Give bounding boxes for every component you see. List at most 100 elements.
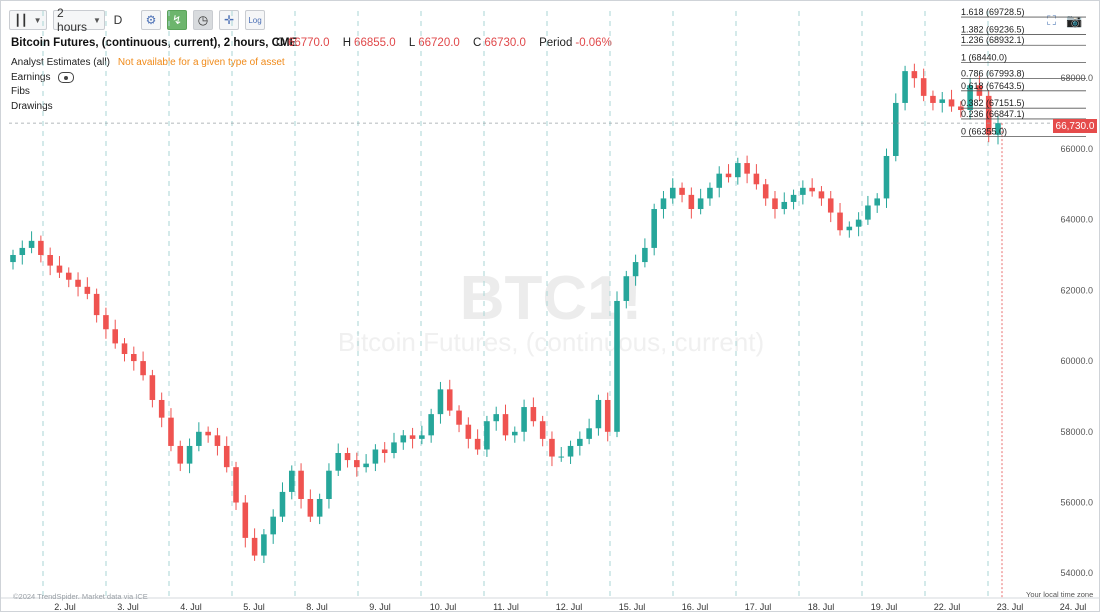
camera-icon[interactable]: 📷 [1066, 13, 1083, 28]
candle-body [930, 95, 936, 103]
x-tick-label: 16. Jul [682, 602, 709, 612]
candle-body [65, 272, 72, 280]
high-value: 66855.0 [354, 37, 396, 49]
candle-body [103, 315, 109, 330]
candle-body [372, 449, 379, 464]
candle-body [484, 421, 490, 450]
candle-body [56, 265, 63, 273]
last-price-tag: 66,730.0 [1053, 119, 1097, 133]
candle-body [995, 123, 1001, 135]
candle-body [437, 389, 444, 415]
candle-body [47, 254, 53, 266]
candle-body [168, 417, 174, 446]
x-tick-label: 3. Jul [117, 602, 139, 612]
candle-body [985, 95, 992, 135]
open-label: O [276, 37, 285, 49]
candle-body [391, 442, 397, 454]
candle-body [196, 431, 202, 446]
log-scale-button[interactable]: Log [245, 10, 265, 30]
candle-body [493, 414, 499, 422]
analyst-estimates-row[interactable]: Analyst Estimates (all) Not available fo… [11, 56, 285, 71]
fib-label: 0.236 (66847.1) [961, 109, 1025, 119]
candle-body [586, 428, 592, 439]
x-tick-label: 4. Jul [180, 602, 202, 612]
interval-dropdown[interactable]: 2 hours ▼ [53, 6, 105, 34]
candle-body [855, 219, 862, 227]
timezone-label[interactable]: Your local time zone [1026, 590, 1094, 599]
candle-body [38, 240, 44, 255]
time-button[interactable]: ◷ [193, 10, 213, 30]
candle-body [577, 438, 583, 446]
candle-body [428, 414, 434, 436]
watermark-symbol: BTC1! [460, 264, 643, 333]
candle-body [502, 414, 509, 436]
candle-body [697, 198, 704, 210]
period-label: Period [539, 37, 573, 49]
candle-body [865, 205, 871, 220]
candle-body [549, 438, 555, 457]
candle-body [790, 194, 797, 202]
x-tick-label: 22. Jul [934, 602, 961, 612]
candle-body [419, 435, 425, 439]
candle-body [781, 201, 788, 210]
high-label: H [342, 37, 352, 49]
x-tick-label: 24. Jul [1060, 602, 1087, 612]
close-value: 66730.0 [484, 37, 526, 49]
chart-type-dropdown[interactable]: ┃┃ ▼ [9, 10, 47, 30]
candle-body [595, 399, 602, 429]
candle-body [354, 460, 360, 468]
watermark-name: Bitcoin Futures, (continuous, current) [338, 327, 764, 357]
interval-label: 2 hours [57, 6, 88, 34]
candle-body [288, 470, 295, 492]
candle-body [642, 247, 648, 263]
analyst-note: Not available for a given type of asset [117, 57, 285, 68]
candle-body [75, 279, 81, 287]
period-value: -0.06% [575, 37, 612, 49]
candle-body [735, 163, 741, 178]
fibs-label: Fibs [11, 86, 30, 97]
candle-body [112, 329, 119, 344]
fullscreen-icon[interactable]: ⛶ [1047, 13, 1057, 28]
fib-label: 1 (68440.0) [961, 53, 1007, 63]
candle-body [725, 173, 732, 178]
eye-icon[interactable] [58, 72, 75, 84]
candle-body [28, 240, 35, 248]
earnings-row[interactable]: Earnings [11, 71, 285, 86]
candle-body [131, 354, 137, 362]
candle-body [567, 445, 574, 457]
chevron-down-icon: ▼ [33, 15, 42, 25]
candle-body [688, 194, 695, 210]
settings-button[interactable]: ⚙ [141, 10, 161, 30]
crosshair-button[interactable]: ✛ [219, 10, 239, 30]
auto-trendline-button[interactable]: ↯ [167, 10, 187, 30]
x-tick-label: 2. Jul [54, 602, 76, 612]
candle-body [177, 445, 184, 464]
candle-body [660, 198, 667, 210]
candle-body [762, 184, 769, 199]
candle-body [93, 293, 100, 316]
candle-body [800, 187, 806, 195]
candle-body [558, 456, 565, 458]
trend-lines-icon: ↯ [171, 13, 183, 27]
candle-body [911, 71, 918, 79]
x-tick-label: 23. Jul [997, 602, 1024, 612]
low-label: L [408, 37, 416, 49]
drawings-row[interactable]: Drawings [11, 100, 285, 115]
candle-body [827, 198, 834, 213]
x-tick-label: 12. Jul [556, 602, 583, 612]
gear-icon: ⚙ [145, 13, 157, 27]
candle-body [623, 276, 630, 301]
chart-title: Bitcoin Futures, (continuous, current), … [11, 37, 298, 49]
candle-body [521, 407, 527, 432]
candle-body [744, 163, 750, 174]
candle-body [753, 173, 760, 185]
candle-body [279, 491, 286, 517]
candle-body [512, 431, 518, 436]
period-button[interactable]: D [113, 13, 123, 27]
candle-body [446, 389, 453, 411]
fibs-row[interactable]: Fibs [11, 85, 285, 100]
fib-label: 1.618 (69728.5) [961, 7, 1025, 17]
candle-body [326, 470, 332, 499]
x-tick-label: 8. Jul [306, 602, 328, 612]
crosshair-icon: ✛ [223, 13, 235, 27]
